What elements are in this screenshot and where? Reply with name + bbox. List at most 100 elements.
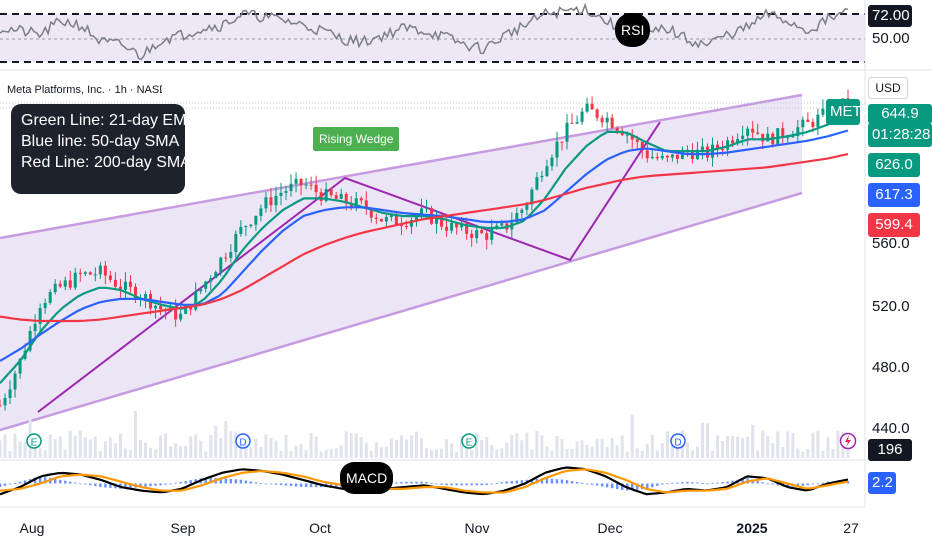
- candle-body: [0, 405, 2, 407]
- price-panel: [0, 89, 865, 432]
- macd-histogram-bar: [425, 482, 428, 484]
- macd-histogram-bar: [495, 483, 498, 484]
- candle-body: [284, 191, 288, 193]
- candle-body: [550, 157, 554, 167]
- macd-histogram-bar: [264, 483, 268, 485]
- macd-histogram-bar: [716, 482, 719, 484]
- candle-body: [455, 222, 459, 228]
- macd-histogram-bar: [299, 483, 303, 487]
- event-marker[interactable]: D: [670, 433, 686, 449]
- volume-bar: [53, 439, 57, 458]
- volume-bar: [580, 440, 584, 458]
- volume-bar: [731, 436, 735, 458]
- macd-histogram-bar: [671, 482, 674, 484]
- volume-bar: [354, 433, 358, 458]
- candle-body: [369, 209, 373, 218]
- volume-bar: [359, 437, 363, 458]
- volume-bar: [791, 432, 795, 458]
- candle-body: [204, 281, 208, 289]
- currency-button[interactable]: USD: [868, 77, 908, 99]
- volume-bar: [194, 434, 198, 458]
- macd-histogram-bar: [33, 477, 37, 484]
- macd-histogram-bar: [329, 483, 333, 488]
- volume-bar: [565, 449, 569, 458]
- volume-bar: [389, 438, 393, 458]
- volume-bar: [38, 447, 42, 458]
- candle-body: [665, 155, 669, 158]
- candle-body: [721, 148, 725, 150]
- candle-body: [194, 291, 198, 310]
- volume-bar: [399, 435, 403, 458]
- volume-bar: [88, 439, 92, 458]
- volume-panel: [0, 410, 850, 458]
- macd-histogram-bar: [219, 478, 222, 484]
- volume-bar: [63, 449, 67, 458]
- sma50-line: [0, 129, 849, 362]
- volume-bar: [304, 450, 308, 458]
- macd-histogram-bar: [520, 480, 524, 484]
- candle-body: [605, 117, 609, 123]
- candle-body: [339, 193, 343, 199]
- volume-bar: [836, 430, 840, 458]
- candle-body: [414, 216, 418, 221]
- macd-histogram-bar: [129, 483, 132, 489]
- macd-histogram-bar: [540, 478, 544, 484]
- volume-bar: [344, 431, 348, 458]
- macd-histogram-bar: [445, 483, 448, 486]
- volume-bar: [485, 437, 489, 458]
- candle-body: [364, 200, 368, 210]
- candle-body: [595, 109, 599, 118]
- volume-bar: [540, 435, 544, 458]
- candle-body: [445, 226, 449, 231]
- candle-body: [224, 257, 228, 259]
- price-tick-560: 560.0: [872, 235, 910, 252]
- candle-body: [806, 119, 810, 122]
- macd-histogram-bar: [124, 483, 127, 489]
- volume-bar: [495, 449, 499, 458]
- x-label-dec: Dec: [597, 520, 623, 536]
- candle-body: [635, 139, 639, 142]
- candle-body: [435, 217, 439, 224]
- event-marker[interactable]: E: [461, 433, 477, 449]
- macd-histogram-bar: [686, 481, 689, 484]
- macd-histogram-bar: [0, 483, 2, 488]
- volume-bar: [334, 448, 338, 458]
- candle-body: [660, 155, 664, 159]
- macd-histogram-bar: [801, 483, 805, 486]
- event-marker[interactable]: D: [235, 433, 251, 449]
- candle-body: [389, 214, 393, 217]
- volume-bar: [751, 424, 755, 458]
- macd-histogram-bar: [309, 483, 313, 488]
- candle-body: [128, 281, 132, 287]
- candle-body: [821, 108, 825, 115]
- volume-bar: [525, 432, 529, 458]
- sma200-line: [0, 153, 849, 323]
- volume-bar: [209, 435, 213, 458]
- macd-histogram-bar: [395, 482, 398, 484]
- volume-bar: [98, 450, 102, 458]
- macd-histogram-bar: [505, 481, 508, 484]
- volume-bar: [470, 450, 474, 458]
- candle-body: [530, 189, 534, 205]
- macd-histogram-bar: [646, 483, 649, 489]
- macd-histogram-bar: [676, 482, 679, 484]
- rsi-72-label: 72.00: [868, 5, 912, 27]
- volume-bar: [826, 437, 830, 458]
- candle-body: [93, 274, 97, 276]
- volume-bar: [585, 445, 589, 458]
- bolt-icon[interactable]: [839, 432, 857, 450]
- volume-bar: [610, 437, 614, 458]
- volume-bar: [118, 433, 122, 458]
- candle-body: [154, 305, 158, 309]
- candle-body: [746, 128, 750, 136]
- volume-bar: [319, 451, 323, 458]
- volume-bar: [68, 430, 72, 458]
- price-tick-480: 480.0: [872, 359, 910, 376]
- event-marker[interactable]: E: [26, 433, 42, 449]
- candle-body: [309, 184, 313, 186]
- ma-legend: Green Line: 21-day EMA Blue line: 50-day…: [11, 104, 197, 194]
- candle-body: [214, 272, 218, 279]
- macd-histogram-bar: [500, 482, 503, 484]
- volume-bar: [384, 446, 388, 458]
